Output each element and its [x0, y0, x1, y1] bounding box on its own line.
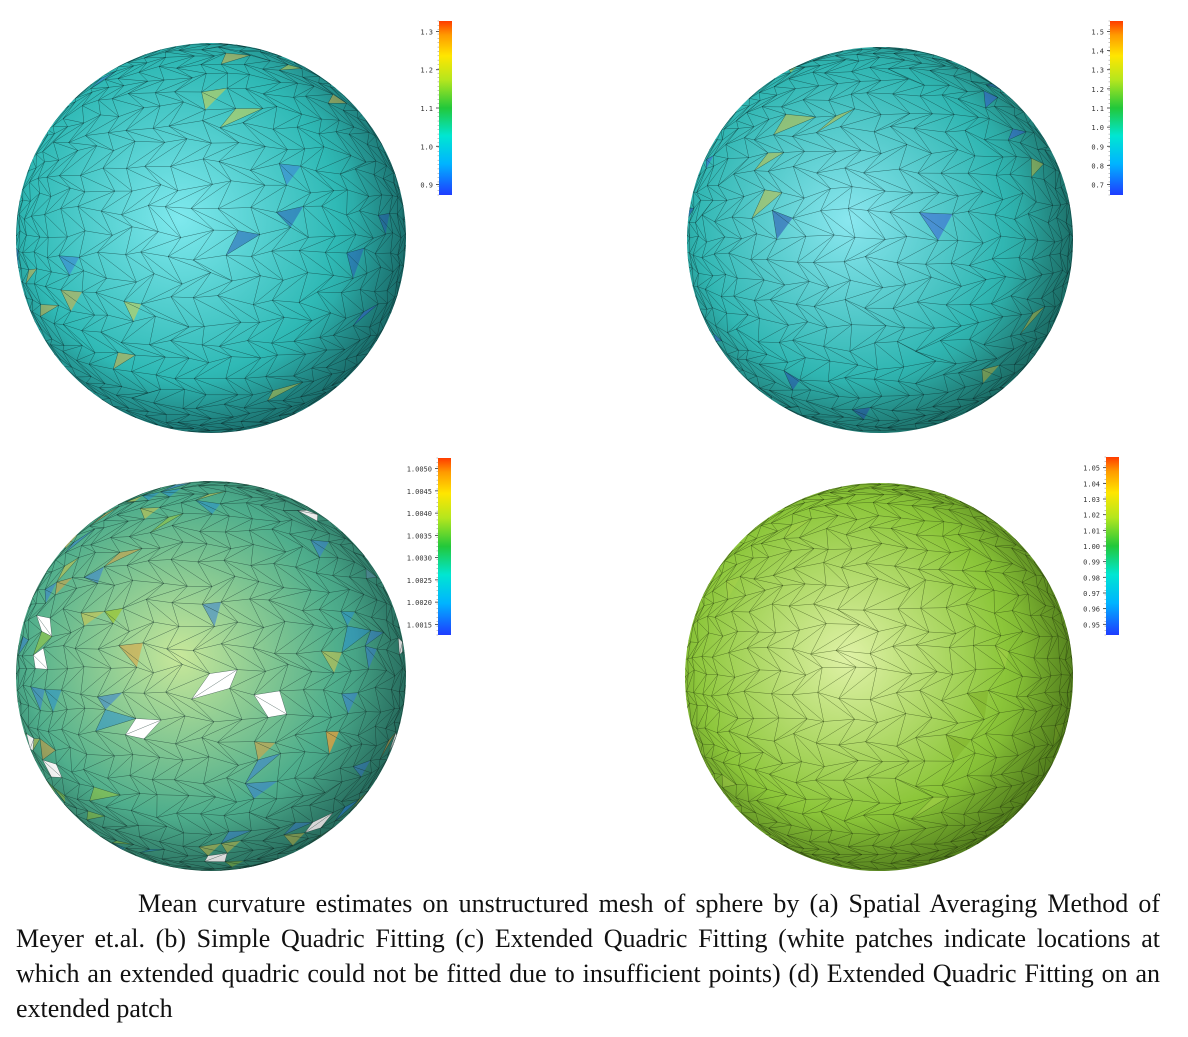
panel-a-colorbar: 1.3 1.2 1.1 1.0 0.9 — [405, 18, 465, 204]
colorbar-tick-label: 0.97 — [1083, 590, 1100, 598]
panel-c-colorbar: 1.0050 1.0045 1.0040 1.0035 1.0030 1.0025 1.00… — [400, 455, 464, 644]
colorbar-tick-label: 1.0015 — [407, 621, 432, 629]
colorbar-tick-label: 1.3 — [1091, 67, 1104, 75]
colorbar-a: 1.3 1.2 1.1 1.0 0.9 — [420, 20, 452, 196]
colorbar-tick-label: 1.1 — [420, 105, 433, 113]
sphere-a-mesh — [16, 43, 406, 433]
colorbar-tick-label: 1.0020 — [407, 599, 432, 607]
sphere-d-mesh — [685, 483, 1073, 871]
colorbar-tick-label: 1.5 — [1091, 28, 1104, 36]
colorbar-tick-label: 0.95 — [1083, 621, 1100, 629]
colorbar-tick-label: 1.0 — [420, 143, 433, 151]
colorbar-tick-label: 1.2 — [420, 67, 433, 75]
colorbar-tick-label: 1.0050 — [407, 466, 432, 474]
colorbar-tick-label: 1.00 — [1083, 543, 1100, 551]
figure-caption-text: Mean curvature estimates on unstructured… — [16, 889, 1160, 1023]
sphere-b-mesh — [687, 47, 1073, 433]
colorbar-gradient — [438, 458, 451, 635]
colorbar-tick-label: 1.1 — [1091, 105, 1104, 113]
colorbar-tick-label: 0.98 — [1083, 574, 1100, 582]
figure-caption: Mean curvature estimates on unstructured… — [16, 886, 1160, 1026]
colorbar-tick-label: 1.2 — [1091, 86, 1104, 94]
panel-b-colorbar: 1.5 1.4 1.3 1.2 1.1 1.0 0.9 0.8 0.7 — [1076, 18, 1136, 204]
colorbar-d: 1.05 1.04 1.03 1.02 1.01 1.00 0.99 0.98 0.97 0.96… — [1083, 456, 1119, 636]
colorbar-tick-label: 1.4 — [1091, 48, 1104, 56]
colorbar-gradient — [439, 21, 452, 195]
colorbar-tick-label: 0.96 — [1083, 606, 1100, 614]
colorbar-tick-label: 1.05 — [1083, 465, 1100, 473]
colorbar-tick-label: 1.0040 — [407, 510, 432, 518]
colorbar-gradient — [1110, 21, 1123, 195]
colorbar-c: 1.0050 1.0045 1.0040 1.0035 1.0030 1.0025 1.00… — [407, 457, 451, 636]
colorbar-tick-label: 1.04 — [1083, 480, 1100, 488]
colorbar-tick-label: 1.0025 — [407, 577, 432, 585]
colorbar-tick-label: 1.0030 — [407, 555, 432, 563]
colorbar-tick-label: 1.03 — [1083, 496, 1100, 504]
colorbar-tick-label: 0.99 — [1083, 559, 1100, 567]
colorbar-b: 1.5 1.4 1.3 1.2 1.1 1.0 0.9 0.8 0.7 — [1091, 20, 1123, 196]
panel-b-sphere — [686, 46, 1074, 434]
panel-d-sphere — [684, 482, 1074, 872]
colorbar-tick-label: 1.01 — [1083, 527, 1100, 535]
colorbar-tick-label: 1.3 — [420, 28, 433, 36]
colorbar-tick-label: 1.02 — [1083, 512, 1100, 520]
colorbar-tick-label: 1.0035 — [407, 532, 432, 540]
colorbar-tick-label: 0.7 — [1091, 182, 1104, 190]
colorbar-tick-label: 0.9 — [1091, 143, 1104, 151]
panel-a-sphere — [15, 42, 407, 434]
colorbar-tick-label: 1.0045 — [407, 488, 432, 496]
sphere-c-mesh — [16, 481, 406, 871]
colorbar-tick-label: 0.8 — [1091, 162, 1104, 170]
colorbar-tick-label: 0.9 — [420, 182, 433, 190]
panel-c-sphere — [15, 480, 407, 872]
colorbar-tick-label: 1.0 — [1091, 124, 1104, 132]
colorbar-gradient — [1106, 457, 1119, 635]
panel-d-colorbar: 1.05 1.04 1.03 1.02 1.01 1.00 0.99 0.98 0.97 0.96… — [1072, 454, 1132, 644]
